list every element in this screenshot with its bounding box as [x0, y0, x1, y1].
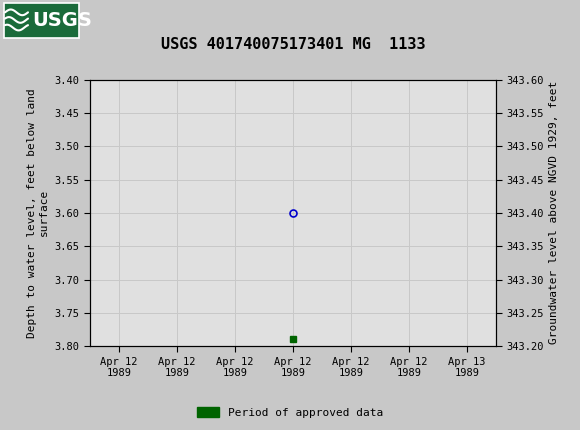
Text: USGS: USGS	[32, 12, 92, 31]
Y-axis label: Depth to water level, feet below land
surface: Depth to water level, feet below land su…	[27, 88, 49, 338]
Text: USGS 401740075173401 MG  1133: USGS 401740075173401 MG 1133	[161, 37, 425, 52]
Bar	[4, 3, 79, 38]
Legend: Period of approved data: Period of approved data	[193, 403, 387, 422]
Y-axis label: Groundwater level above NGVD 1929, feet: Groundwater level above NGVD 1929, feet	[549, 81, 559, 344]
